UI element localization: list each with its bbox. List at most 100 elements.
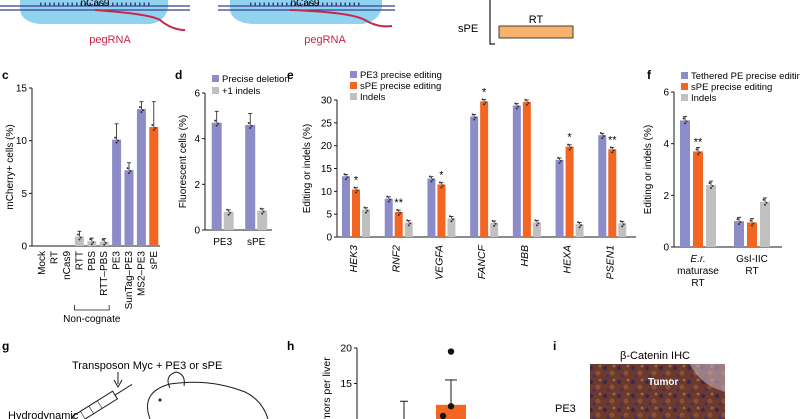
e-bar-gray (447, 218, 456, 237)
f-ytick-label: 2 (663, 191, 669, 202)
e-bar-purple (512, 105, 521, 237)
d-replicate-dot (215, 124, 218, 127)
chart-panel-f: 0 2 4 6 Editing or indels (%) Tethered PE pre… (643, 71, 800, 289)
e-replicate-dot (356, 189, 359, 192)
e-replicate-dot (537, 222, 540, 225)
c-replicate-dot (152, 128, 155, 131)
c-replicate-dot (140, 111, 143, 114)
top-diagram-right: nCas9 pegRNA (218, 0, 395, 46)
f-replicate-dot (710, 187, 712, 189)
d-replicate-dot (250, 124, 253, 127)
e-bar-orange (352, 189, 360, 237)
e-replicate-dot (493, 224, 496, 227)
e-bar-orange (394, 211, 403, 237)
f-replicate-dot (682, 117, 685, 120)
legend-swatch-gray (350, 93, 357, 100)
e-replicate-dot (345, 178, 347, 181)
ncas9-label-right: nCas9 (291, 0, 320, 9)
legend-swatch-purple (212, 75, 219, 82)
f-replicate-dot (764, 203, 766, 206)
e-bar-gray (575, 224, 584, 237)
c-replicate-dot (138, 106, 141, 109)
f-bar-orange (693, 151, 703, 247)
e-replicate-dot (473, 118, 476, 121)
f-replicate-dot (751, 224, 753, 227)
e-replicate-dot (386, 195, 389, 198)
f-ylabel: Editing or indels (%) (643, 125, 654, 214)
e-replicate-dot (567, 143, 570, 146)
spe-schematic: sPE RT (458, 0, 574, 45)
d-category-label: PE3 (213, 237, 232, 248)
f-replicate-dot (685, 120, 688, 123)
e-significance: * (482, 86, 487, 98)
e-replicate-dot (619, 220, 622, 223)
e-replicate-dot (428, 175, 431, 178)
e-replicate-dot (621, 225, 624, 228)
e-category-label: HEXA (562, 245, 574, 274)
d-replicate-dot (227, 213, 230, 216)
e-significance: * (567, 132, 572, 144)
f-replicate-dot (697, 153, 699, 156)
d-ytick-label: 0 (194, 226, 200, 237)
c-bar-8 (136, 109, 146, 246)
rt-box (498, 25, 574, 39)
e-ytick-label: 0 (326, 233, 332, 244)
e-replicate-dot (578, 226, 581, 229)
f-replicate-dot (695, 148, 698, 151)
e-significance: * (354, 175, 359, 187)
c-replicate-dot (92, 241, 95, 244)
panel-letter-c: c (2, 68, 9, 82)
e-bar-orange (437, 184, 446, 237)
d-ytick-label: 6 (194, 89, 200, 100)
panel-letter-e: e (287, 68, 294, 82)
e-bar-gray (618, 223, 627, 237)
legend-swatch-gray (212, 87, 219, 94)
c-replicate-dot (101, 238, 104, 241)
c-replicate-dot (78, 238, 81, 241)
c-replicate-dot (89, 238, 92, 241)
e-replicate-dot (609, 146, 612, 149)
spe-label: sPE (458, 23, 478, 35)
e-bar-purple (598, 135, 607, 237)
c-noncognate-label: Non-cognate (63, 314, 121, 325)
f-significance: ** (694, 136, 703, 148)
mouse-ear (167, 371, 185, 389)
c-replicate-dot (76, 233, 79, 236)
panel-letter-d: d (175, 68, 182, 82)
e-replicate-dot (560, 159, 563, 162)
e-replicate-dot (599, 132, 602, 135)
d-bar-gray (257, 210, 268, 230)
e-ytick-label: 15 (321, 164, 333, 175)
c-category-label: PBS (87, 251, 98, 271)
f-category-label-line: GsI-IIC (736, 254, 768, 265)
c-replicate-dot (129, 170, 132, 173)
e-replicate-dot (568, 148, 571, 151)
e-replicate-dot (601, 137, 604, 140)
legend-label: Indels (691, 93, 717, 104)
e-significance: * (439, 169, 444, 181)
e-ytick-label: 5 (326, 210, 332, 221)
f-bar-gray (760, 201, 770, 247)
d-bar-gray (223, 211, 234, 230)
f-category-label-line: E.r. (690, 254, 705, 265)
e-replicate-dot (525, 103, 528, 106)
c-replicate-dot (154, 126, 157, 129)
legend-label: sPE precise editing (360, 81, 441, 92)
e-replicate-dot (474, 116, 477, 119)
e-replicate-dot (409, 222, 412, 225)
e-ytick-label: 30 (321, 96, 333, 107)
f-category-label-line: RT (745, 266, 758, 277)
e-bar-purple (342, 176, 350, 237)
mouse-eye (158, 398, 162, 402)
pegrna-label-left: pegRNA (89, 34, 131, 46)
pegrna-curve-left (94, 9, 186, 31)
rt-label: RT (529, 14, 544, 26)
d-category-label: sPE (247, 237, 266, 248)
d-replicate-dot (226, 208, 229, 211)
panel-g-arrow-head (113, 379, 123, 389)
e-bar-orange (522, 101, 531, 238)
legend-swatch-purple (350, 71, 357, 78)
e-replicate-dot (557, 156, 560, 159)
e-replicate-dot (387, 200, 390, 203)
syringe-icon (71, 384, 133, 419)
